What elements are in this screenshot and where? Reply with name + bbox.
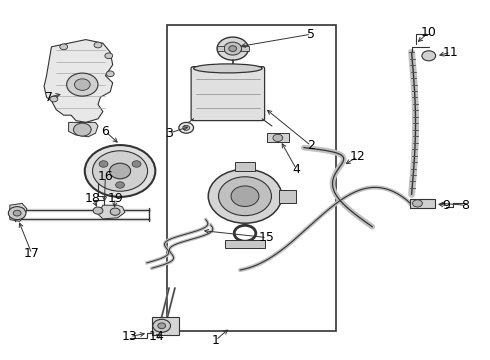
Circle shape (183, 125, 190, 130)
Circle shape (74, 79, 90, 90)
Circle shape (106, 71, 114, 77)
Circle shape (93, 151, 147, 191)
Bar (235, 162, 255, 171)
Text: 13: 13 (122, 330, 138, 343)
Text: 16: 16 (98, 170, 113, 183)
Text: 18: 18 (85, 192, 101, 204)
Polygon shape (44, 40, 113, 122)
Circle shape (74, 123, 91, 136)
Text: 9: 9 (442, 199, 450, 212)
Circle shape (99, 161, 108, 167)
Text: 17: 17 (24, 247, 40, 260)
Circle shape (219, 177, 271, 216)
Text: 4: 4 (293, 163, 300, 176)
Circle shape (231, 186, 259, 207)
Circle shape (67, 73, 98, 96)
Circle shape (422, 51, 436, 61)
Bar (225, 240, 265, 248)
Text: 6: 6 (101, 125, 109, 138)
Text: 15: 15 (259, 231, 275, 244)
Circle shape (60, 44, 68, 50)
Circle shape (179, 122, 194, 133)
Circle shape (153, 319, 171, 332)
Bar (410, 199, 435, 208)
Text: 8: 8 (462, 199, 469, 212)
Bar (217, 46, 224, 51)
Circle shape (85, 145, 155, 197)
Ellipse shape (194, 64, 262, 73)
Text: 19: 19 (107, 192, 123, 204)
Circle shape (105, 53, 113, 59)
Text: 1: 1 (212, 334, 220, 347)
Text: 12: 12 (350, 150, 366, 163)
Circle shape (13, 210, 21, 216)
Circle shape (110, 208, 120, 215)
Circle shape (229, 46, 237, 51)
Circle shape (132, 161, 141, 167)
Circle shape (93, 207, 103, 214)
Circle shape (273, 134, 283, 141)
Circle shape (208, 169, 282, 223)
Text: 14: 14 (149, 330, 165, 343)
Circle shape (50, 96, 58, 102)
Bar (167, 25, 336, 331)
Circle shape (8, 207, 26, 220)
Bar (279, 190, 296, 203)
Polygon shape (10, 203, 27, 221)
FancyBboxPatch shape (191, 67, 265, 121)
Bar (152, 317, 179, 335)
Text: 7: 7 (45, 91, 53, 104)
Text: 2: 2 (307, 139, 315, 152)
Text: 5: 5 (307, 28, 315, 41)
Circle shape (109, 163, 131, 179)
Circle shape (224, 42, 242, 55)
Circle shape (94, 42, 102, 48)
Text: 11: 11 (443, 46, 459, 59)
Circle shape (413, 200, 422, 207)
Circle shape (217, 37, 248, 60)
Polygon shape (69, 122, 98, 137)
Bar (241, 46, 249, 51)
Text: 10: 10 (421, 26, 437, 39)
Polygon shape (98, 205, 125, 219)
Bar (267, 133, 289, 142)
Text: 3: 3 (165, 127, 173, 140)
Circle shape (116, 182, 124, 188)
Circle shape (158, 323, 166, 329)
